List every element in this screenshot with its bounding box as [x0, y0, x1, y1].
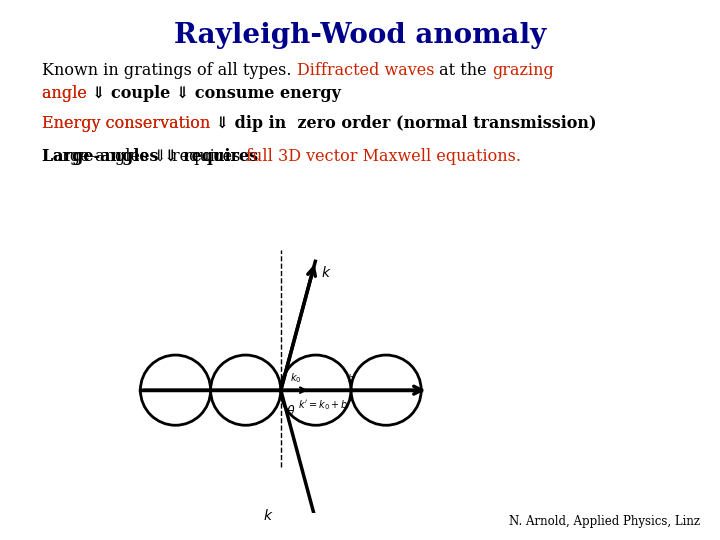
Text: $k'=k_0+b$: $k'=k_0+b$ [297, 398, 348, 411]
Text: Known in gratings of all types.: Known in gratings of all types. [42, 62, 297, 79]
Text: at the: at the [434, 62, 492, 79]
Text: $k_0$: $k_0$ [289, 371, 301, 385]
Text: $k$: $k$ [320, 265, 331, 280]
Text: $\theta$: $\theta$ [286, 404, 295, 418]
Text: grazing: grazing [492, 62, 554, 79]
Text: angle: angle [42, 85, 92, 102]
Text: full 3D vector Maxwell equations.: full 3D vector Maxwell equations. [246, 148, 521, 165]
Text: Large-angles ⇓ requires: Large-angles ⇓ requires [42, 148, 246, 165]
Text: $k$: $k$ [263, 509, 273, 523]
Text: N. Arnold, Applied Physics, Linz: N. Arnold, Applied Physics, Linz [509, 515, 700, 528]
Text: Energy conservation: Energy conservation [42, 115, 210, 132]
Text: ⇓ couple ⇓ consume energy: ⇓ couple ⇓ consume energy [92, 85, 341, 102]
Text: Large-angles ⇓ requires: Large-angles ⇓ requires [42, 148, 264, 165]
Text: ⇓ dip in  zero order (normal transmission): ⇓ dip in zero order (normal transmission… [210, 115, 597, 132]
Text: Diffracted waves: Diffracted waves [297, 62, 434, 79]
Text: Rayleigh-Wood anomaly: Rayleigh-Wood anomaly [174, 22, 546, 49]
Text: angle: angle [42, 85, 92, 102]
Text: Energy conservation: Energy conservation [42, 115, 210, 132]
Text: $b$: $b$ [347, 372, 355, 384]
